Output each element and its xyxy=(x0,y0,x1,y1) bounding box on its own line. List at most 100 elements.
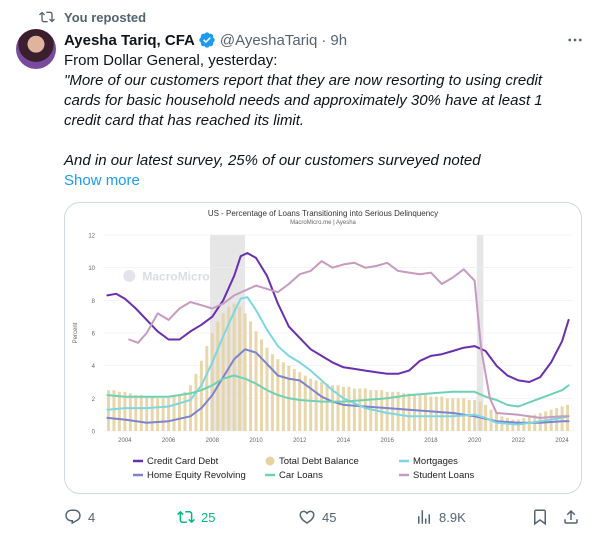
bar-total-debt-balance xyxy=(314,380,318,431)
bar-total-debt-balance xyxy=(445,398,449,431)
views-count: 8.9K xyxy=(439,509,466,525)
bar-total-debt-balance xyxy=(188,385,192,431)
bar-total-debt-balance xyxy=(259,339,263,431)
bar-total-debt-balance xyxy=(369,390,373,431)
bar-total-debt-balance xyxy=(352,388,356,431)
repost-banner-text: You reposted xyxy=(64,9,147,25)
legend-label: Mortgages xyxy=(413,456,458,467)
y-tick-label: 4 xyxy=(92,364,96,370)
bar-total-debt-balance xyxy=(145,396,149,431)
bar-total-debt-balance xyxy=(134,395,138,431)
share-button[interactable] xyxy=(562,507,580,527)
x-tick-label: 2006 xyxy=(162,438,176,444)
bar-total-debt-balance xyxy=(150,396,154,431)
bar-total-debt-balance xyxy=(199,360,203,431)
author-handle[interactable]: @AyeshaTariq xyxy=(219,31,318,49)
legend-label: Home Equity Revolving xyxy=(147,470,246,481)
repost-icon xyxy=(38,8,56,26)
bar-total-debt-balance xyxy=(363,388,367,431)
chart-subtitle: MacroMicro.me | Ayesha xyxy=(290,220,356,226)
bar-total-debt-balance xyxy=(385,391,389,431)
repost-count: 25 xyxy=(201,509,216,525)
author-name[interactable]: Ayesha Tariq, CFA xyxy=(64,31,195,49)
bar-total-debt-balance xyxy=(139,395,143,431)
bar-total-debt-balance xyxy=(161,398,165,431)
bar-total-debt-balance xyxy=(358,388,362,431)
post-quote-line: And in our latest survey, 25% of our cus… xyxy=(64,152,481,169)
series-line-student-loans xyxy=(128,260,570,419)
reply-button[interactable]: 4 xyxy=(64,507,95,527)
bar-total-debt-balance xyxy=(194,373,198,431)
y-tick-label: 0 xyxy=(92,430,96,436)
bar-total-debt-balance xyxy=(178,395,182,431)
bar-total-debt-balance xyxy=(128,393,132,431)
post-body: From Dollar General, yesterday: "More of… xyxy=(64,51,584,191)
x-tick-label: 2018 xyxy=(424,438,438,444)
views-button[interactable]: 8.9K xyxy=(415,507,466,527)
legend-swatch xyxy=(265,456,275,466)
action-bar: 4 25 45 8.9K xyxy=(64,507,582,527)
show-more-link[interactable]: Show more xyxy=(64,172,140,189)
repost-icon xyxy=(177,510,195,524)
repost-banner: You reposted xyxy=(38,8,146,26)
chart-title: US - Percentage of Loans Transitioning i… xyxy=(207,209,439,218)
y-tick-label: 8 xyxy=(92,299,96,305)
series-line-car-loans xyxy=(106,374,570,408)
bar-total-debt-balance xyxy=(249,321,253,431)
like-button[interactable]: 45 xyxy=(298,507,336,527)
legend-label: Credit Card Debt xyxy=(147,456,219,467)
views-icon xyxy=(418,510,430,524)
bookmark-icon xyxy=(534,509,546,526)
bar-total-debt-balance xyxy=(221,313,225,431)
bar-total-debt-balance xyxy=(303,375,307,431)
bar-total-debt-balance xyxy=(238,306,242,431)
heart-icon xyxy=(299,510,315,524)
post-time[interactable]: 9h xyxy=(330,31,348,49)
post-quote-line: credit card that has reached its limit. xyxy=(64,112,305,129)
x-tick-label: 2004 xyxy=(118,438,132,444)
share-icon xyxy=(564,509,578,524)
bar-total-debt-balance xyxy=(391,391,395,431)
bar-total-debt-balance xyxy=(325,383,329,431)
bar-total-debt-balance xyxy=(112,390,116,431)
series-line-credit-card-debt xyxy=(106,252,570,383)
legend-label: Car Loans xyxy=(279,470,323,481)
reply-count: 4 xyxy=(88,509,96,525)
bar-total-debt-balance xyxy=(183,391,187,431)
bar-total-debt-balance xyxy=(320,382,324,431)
bar-total-debt-balance xyxy=(117,391,121,431)
bar-total-debt-balance xyxy=(309,378,313,431)
bar-total-debt-balance xyxy=(243,313,247,431)
repost-button[interactable]: 25 xyxy=(177,507,215,527)
bar-total-debt-balance xyxy=(298,372,302,431)
bar-total-debt-balance xyxy=(210,333,214,431)
bar-total-debt-balance xyxy=(407,393,411,431)
x-tick-label: 2016 xyxy=(381,438,395,444)
y-axis-label: Percent xyxy=(73,322,79,343)
bar-total-debt-balance xyxy=(156,398,160,431)
bar-total-debt-balance xyxy=(347,386,351,431)
bar-total-debt-balance xyxy=(380,390,384,431)
more-options-icon[interactable] xyxy=(565,30,585,50)
series-line-mortgages xyxy=(106,296,570,426)
legend-label: Total Debt Balance xyxy=(279,456,359,467)
bar-total-debt-balance xyxy=(254,331,258,431)
bar-total-debt-balance xyxy=(232,303,236,431)
verified-badge-icon xyxy=(199,32,215,48)
x-tick-label: 2012 xyxy=(293,438,307,444)
separator-dot: · xyxy=(321,31,327,49)
bar-total-debt-balance xyxy=(511,419,515,431)
post-quote-line: cards for basic household needs and appr… xyxy=(64,92,543,109)
bar-total-debt-balance xyxy=(440,396,444,431)
bookmark-button[interactable] xyxy=(531,507,549,527)
post-header: Ayesha Tariq, CFA @AyeshaTariq · 9h xyxy=(64,30,587,50)
x-tick-label: 2024 xyxy=(555,438,569,444)
post-line-intro: From Dollar General, yesterday: xyxy=(64,52,278,69)
post-media-chart[interactable]: US - Percentage of Loans Transitioning i… xyxy=(64,202,582,494)
chart-watermark: MacroMicro xyxy=(142,270,209,284)
avatar[interactable] xyxy=(16,29,56,69)
y-tick-label: 10 xyxy=(88,266,95,272)
bar-total-debt-balance xyxy=(167,398,171,431)
bar-total-debt-balance xyxy=(216,321,220,431)
bar-total-debt-balance xyxy=(418,395,422,431)
